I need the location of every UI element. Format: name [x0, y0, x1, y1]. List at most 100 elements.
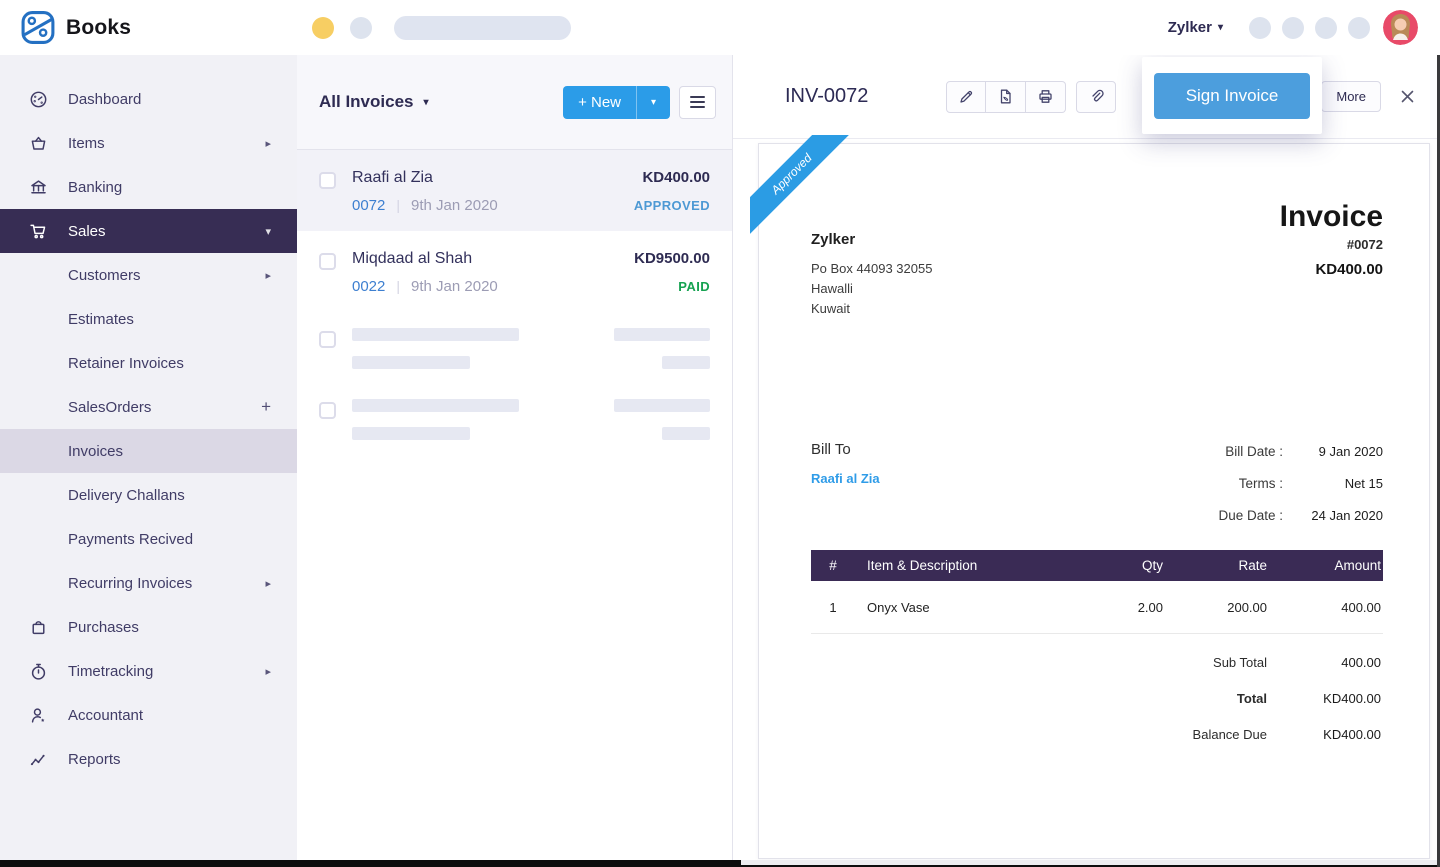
seller-address-line: Po Box 44093 32055 [811, 261, 933, 276]
invoice-list-item[interactable]: Raafi al Zia KD400.00 0072 | 9th Jan 202… [297, 150, 732, 231]
sign-invoice-popover: Sign Invoice [1142, 57, 1322, 134]
sidebar-item-invoices[interactable]: Invoices [0, 429, 297, 473]
row-checkbox[interactable] [319, 253, 336, 270]
skeleton-list-item [297, 383, 732, 454]
list-options-button[interactable] [679, 85, 716, 119]
global-search-bar[interactable] [394, 15, 572, 40]
sidebar-item-banking[interactable]: Banking [0, 165, 297, 209]
topbar-action-dot-4[interactable] [1348, 16, 1370, 39]
column-header: Amount [1334, 558, 1381, 574]
caret-down-icon: ▾ [650, 96, 657, 108]
org-name-label: Zylker [1167, 19, 1212, 36]
sidebar: Dashboard Items ▸ Banking Sales ▾ Custom… [0, 55, 297, 860]
caret-down-icon: ▾ [423, 96, 429, 108]
document-amount: KD400.00 [1315, 261, 1383, 278]
bag-icon [29, 618, 48, 637]
sidebar-item-label: Reports [68, 750, 121, 768]
cell-index: 1 [829, 599, 837, 615]
close-icon[interactable] [1396, 86, 1418, 108]
sidebar-item-sales[interactable]: Sales ▾ [0, 209, 297, 253]
invoice-number-link[interactable]: 0072 [352, 197, 386, 214]
topbar-action-dot-3[interactable] [1315, 16, 1337, 39]
invoice-date: 9th Jan 2020 [411, 197, 498, 214]
sidebar-item-reports[interactable]: Reports [0, 737, 297, 781]
skeleton-bar [352, 427, 470, 440]
cell-amount: 400.00 [1341, 599, 1381, 615]
sidebar-item-label: Sales [68, 222, 106, 240]
invoice-date: 9th Jan 2020 [411, 278, 498, 295]
reports-chart-icon [29, 750, 48, 769]
sidebar-item-label: Accountant [68, 706, 144, 724]
edit-button[interactable] [946, 80, 987, 113]
invoice-number-link[interactable]: 0022 [352, 278, 386, 295]
sidebar-item-customers[interactable]: Customers ▸ [0, 253, 297, 297]
skeleton-list-item [297, 312, 732, 383]
invoice-amount: KD400.00 [642, 169, 710, 186]
invoice-list-item[interactable]: Miqdaad al Shah KD9500.00 0022 | 9th Jan… [297, 231, 732, 312]
table-header-row: # Item & Description Qty Rate Amount [811, 550, 1383, 582]
customer-name: Miqdaad al Shah [352, 250, 473, 267]
invoice-detail-title: INV-0072 [785, 85, 869, 107]
sidebar-item-recurring-invoices[interactable]: Recurring Invoices ▸ [0, 561, 297, 605]
attachment-button[interactable] [1076, 80, 1117, 113]
sign-invoice-button[interactable]: Sign Invoice [1154, 72, 1310, 119]
skeleton-bar [662, 356, 710, 369]
sidebar-item-accountant[interactable]: Accountant [0, 693, 297, 737]
sidebar-item-label: Items [68, 134, 105, 152]
sidebar-item-payments-recived[interactable]: Payments Recived [0, 517, 297, 561]
plus-icon[interactable]: + [261, 397, 271, 416]
bottom-edge-bar [0, 860, 1440, 867]
pdf-button[interactable] [986, 80, 1027, 113]
chevron-right-icon: ▸ [265, 137, 271, 150]
subtotal-label: Sub Total [1213, 655, 1267, 671]
total-value: KD400.00 [1323, 691, 1381, 707]
org-switcher[interactable]: Zylker ▾ [1168, 19, 1223, 36]
totals-section: Sub Total 400.00 Total KD400.00 Balance … [811, 655, 1383, 742]
balance-due-value: KD400.00 [1323, 727, 1381, 743]
customer-name: Raafi al Zia [352, 169, 433, 186]
document-title: Invoice [1279, 200, 1383, 233]
new-invoice-button[interactable]: + New [563, 85, 636, 119]
topbar-action-dot-2[interactable] [1282, 16, 1304, 39]
chevron-right-icon: ▸ [265, 269, 271, 282]
invoice-preview: Approved Zylker Po Box 44093 32055 Hawal… [750, 135, 1430, 859]
list-filter-dropdown[interactable]: All Invoices ▾ [319, 92, 429, 112]
sidebar-item-dashboard[interactable]: Dashboard [0, 77, 297, 121]
cell-rate: 200.00 [1227, 599, 1267, 615]
print-button[interactable] [1026, 80, 1067, 113]
row-checkbox[interactable] [319, 331, 336, 348]
new-invoice-dropdown-button[interactable]: ▾ [636, 85, 670, 119]
total-label: Total [1236, 691, 1267, 707]
line-items-table: # Item & Description Qty Rate Amount 1 O… [811, 550, 1383, 635]
bill-to-customer-link[interactable]: Raafi al Zia [811, 471, 880, 487]
menu-dot[interactable] [350, 16, 373, 39]
meta-value: 24 Jan 2020 [1311, 508, 1383, 524]
accountant-person-icon [29, 706, 48, 725]
cell-qty: 2.00 [1137, 599, 1163, 615]
sidebar-item-label: Dashboard [68, 90, 142, 108]
row-checkbox[interactable] [319, 402, 336, 419]
skeleton-bar [352, 399, 519, 412]
skeleton-bar [662, 427, 710, 440]
skeleton-bar [614, 328, 710, 341]
sidebar-item-salesorders[interactable]: SalesOrders + [0, 385, 297, 429]
sidebar-item-retainer-invoices[interactable]: Retainer Invoices [0, 341, 297, 385]
right-edge-bar [1437, 55, 1440, 867]
sidebar-item-estimates[interactable]: Estimates [0, 297, 297, 341]
sidebar-item-delivery-challans[interactable]: Delivery Challans [0, 473, 297, 517]
sidebar-item-purchases[interactable]: Purchases [0, 605, 297, 649]
sidebar-item-label: Recurring Invoices [68, 574, 193, 592]
status-badge: PAID [678, 279, 710, 294]
books-logo-icon [20, 9, 57, 46]
topbar-action-dot-1[interactable] [1249, 16, 1271, 39]
seller-address-line: Hawalli [811, 281, 853, 297]
sidebar-item-label: Delivery Challans [68, 486, 185, 504]
list-header: All Invoices ▾ + New ▾ [297, 55, 732, 150]
user-avatar[interactable] [1383, 10, 1418, 45]
sidebar-item-timetracking[interactable]: Timetracking ▸ [0, 649, 297, 693]
notification-dot[interactable] [312, 16, 335, 39]
row-checkbox[interactable] [319, 172, 336, 189]
sidebar-item-items[interactable]: Items ▸ [0, 121, 297, 165]
more-button[interactable]: More [1321, 81, 1381, 112]
seller-company-name: Zylker [811, 231, 856, 248]
